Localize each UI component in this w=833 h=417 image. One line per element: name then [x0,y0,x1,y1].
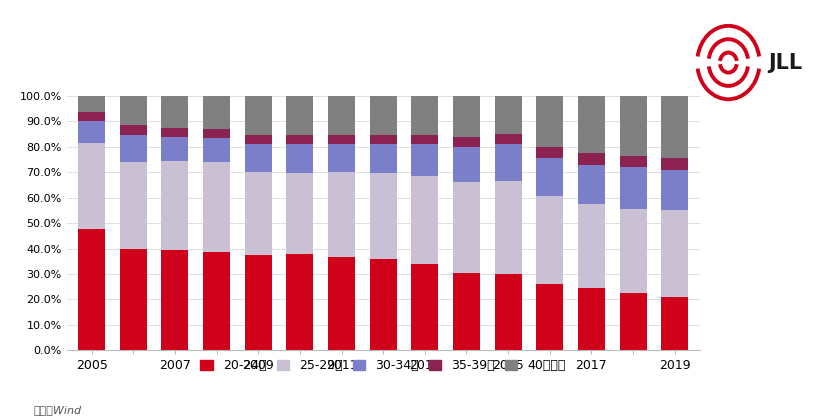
Text: 2005-2019年各年龄段结婚人数占比变化: 2005-2019年各年龄段结婚人数占比变化 [260,55,506,74]
Bar [412,176,438,264]
Bar [578,165,605,204]
Bar [203,96,230,129]
Bar [370,259,397,350]
Bar [78,113,105,121]
Bar [661,96,688,158]
Bar [370,144,397,173]
Bar [620,293,646,350]
Bar [661,297,688,350]
Bar [661,210,688,297]
Bar [203,252,230,350]
Bar [536,284,563,350]
Bar [162,161,188,250]
Bar [620,167,646,209]
Text: JLL: JLL [768,53,802,73]
Bar [287,136,313,144]
Text: 来源：Wind: 来源：Wind [33,405,82,415]
Bar [620,209,646,293]
Bar [78,96,105,113]
Bar [495,274,521,350]
Bar [536,147,563,158]
Bar [203,138,230,162]
Bar [661,170,688,210]
Bar [78,143,105,229]
Bar [120,136,147,162]
Bar [370,96,397,136]
Bar [120,96,147,125]
Bar [162,137,188,161]
Bar [620,96,646,156]
Bar [287,96,313,136]
Bar [328,96,355,136]
Bar [453,96,480,137]
Bar [578,204,605,288]
Legend: 20-24岁, 25-29岁, 30-34岁, 35-39岁, 40岁以上: 20-24岁, 25-29岁, 30-34岁, 35-39岁, 40岁以上 [196,354,571,377]
Bar [245,96,272,136]
Bar [162,250,188,350]
Bar [453,182,480,273]
Bar [453,137,480,147]
Bar [328,257,355,350]
Bar [328,136,355,144]
Bar [162,96,188,128]
Bar [370,136,397,144]
Bar [287,173,313,254]
Bar [495,181,521,274]
Bar [120,249,147,350]
Bar [287,254,313,350]
Bar [453,147,480,182]
Bar [412,136,438,144]
Bar [412,96,438,136]
Bar [245,144,272,172]
Bar [620,156,646,167]
Bar [203,129,230,138]
Bar [495,96,521,134]
Bar [453,273,480,350]
Bar [578,96,605,153]
Bar [328,144,355,172]
Bar [495,144,521,181]
Bar [328,172,355,257]
Bar [245,172,272,255]
Bar [203,162,230,252]
Bar [536,158,563,196]
Bar [162,128,188,137]
Bar [78,229,105,350]
Bar [78,121,105,143]
Bar [536,196,563,284]
Bar [661,158,688,170]
Bar [536,96,563,147]
Bar [120,125,147,136]
Bar [578,153,605,165]
Bar [370,173,397,259]
Bar [287,144,313,173]
Bar [120,162,147,249]
Bar [495,134,521,144]
Bar [245,255,272,350]
Bar [245,136,272,144]
Bar [412,144,438,176]
Bar [578,288,605,350]
Bar [412,264,438,350]
